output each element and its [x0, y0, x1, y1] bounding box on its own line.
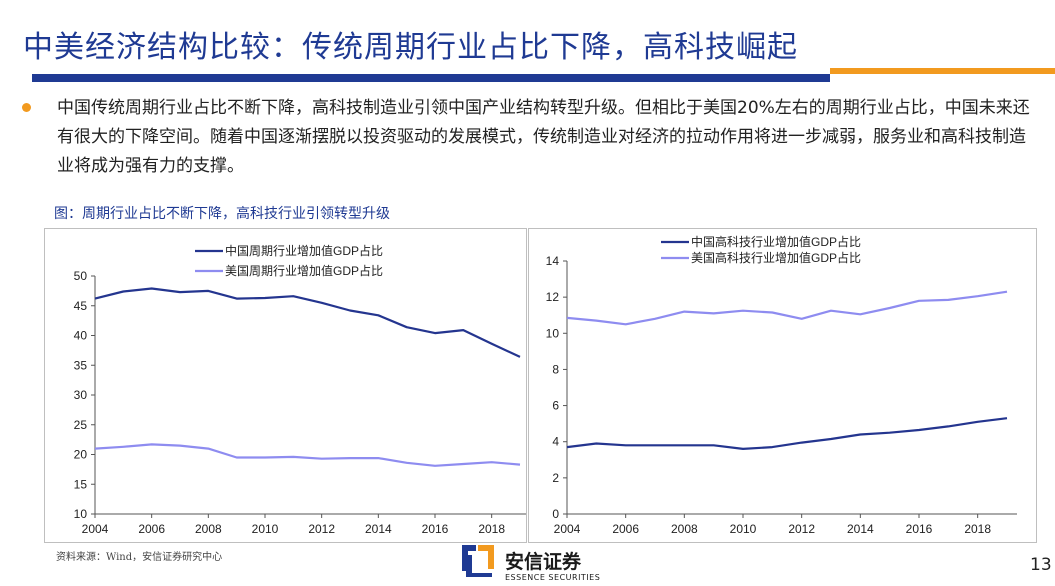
x-tick-label: 2008 [195, 522, 222, 536]
series-line-china [566, 417, 1008, 450]
title-underline-orange [830, 68, 1055, 74]
y-tick-label: 20 [74, 448, 88, 462]
bullet-dot-icon [22, 103, 31, 112]
x-tick-label: 2010 [252, 522, 279, 536]
x-tick-label: 2014 [847, 522, 874, 536]
x-tick-label: 2012 [788, 522, 815, 536]
y-tick-label: 4 [552, 435, 559, 449]
y-tick-label: 10 [546, 326, 560, 340]
series-line-usa [566, 290, 1008, 326]
chart-hightech: 0 2 4 6 8 10 12 14 2004 2006 2008 2010 2012 2014 2016 2… [546, 234, 1017, 536]
legend-label-china: 中国高科技行业增加值GDP占比 [691, 234, 861, 249]
y-tick-label: 45 [74, 299, 88, 313]
y-tick-label: 2 [552, 471, 559, 485]
source-note: 资料来源：Wind，安信证券研究中心 [56, 552, 223, 563]
y-tick-label: 30 [74, 388, 88, 402]
legend-label-usa: 美国周期行业增加值GDP占比 [225, 263, 383, 278]
company-logo-icon [462, 545, 494, 577]
x-tick-label: 2008 [671, 522, 698, 536]
y-tick-label: 35 [74, 358, 88, 372]
x-tick-label: 2016 [422, 522, 449, 536]
x-tick-label: 2004 [82, 522, 109, 536]
chart-cyclical: 10 15 20 25 30 35 40 45 50 2004 2006 2008 2010 2012 20… [74, 243, 526, 536]
y-tick-label: 10 [74, 507, 88, 521]
x-tick-label: 2016 [906, 522, 933, 536]
x-tick-label: 2018 [964, 522, 991, 536]
chart-panel-cyclical: 10 15 20 25 30 35 40 45 50 2004 2006 2008 2010 2012 20… [44, 228, 527, 543]
x-tick-label: 2012 [308, 522, 335, 536]
y-tick-label: 15 [74, 477, 88, 491]
y-tick-label: 0 [552, 507, 559, 521]
logo-text-cn: 安信证券 [505, 551, 582, 573]
y-tick-label: 50 [74, 269, 88, 283]
title-underline-blue [32, 74, 830, 82]
page-number: 13 [1030, 555, 1052, 575]
x-tick-label: 2018 [478, 522, 505, 536]
chart-panel-hightech: 0 2 4 6 8 10 12 14 2004 2006 2008 2010 2012 2014 2016 2… [528, 228, 1037, 543]
y-tick-label: 12 [546, 290, 560, 304]
legend-label-china: 中国周期行业增加值GDP占比 [225, 243, 383, 258]
x-tick-label: 2010 [730, 522, 757, 536]
y-tick-label: 40 [74, 329, 88, 343]
slide-title: 中美经济结构比较：传统周期行业占比下降，高科技崛起 [23, 30, 798, 65]
x-tick-label: 2014 [365, 522, 392, 536]
legend-label-usa: 美国高科技行业增加值GDP占比 [691, 250, 861, 265]
bullet-text: 中国传统周期行业占比不断下降，高科技制造业引领中国产业结构转型升级。但相比于美国… [57, 98, 1030, 176]
y-tick-label: 8 [552, 362, 559, 376]
y-tick-label: 6 [552, 399, 559, 413]
x-tick-label: 2006 [612, 522, 639, 536]
y-tick-label: 25 [74, 418, 88, 432]
series-line-usa [94, 443, 521, 467]
y-tick-label: 14 [546, 254, 560, 268]
series-line-china [94, 287, 521, 358]
x-tick-label: 2004 [554, 522, 581, 536]
x-tick-label: 2006 [138, 522, 165, 536]
logo-text-en: ESSENCE SECURITIES [505, 573, 601, 582]
figure-caption: 图：周期行业占比不断下降，高科技行业引领转型升级 [54, 206, 390, 222]
